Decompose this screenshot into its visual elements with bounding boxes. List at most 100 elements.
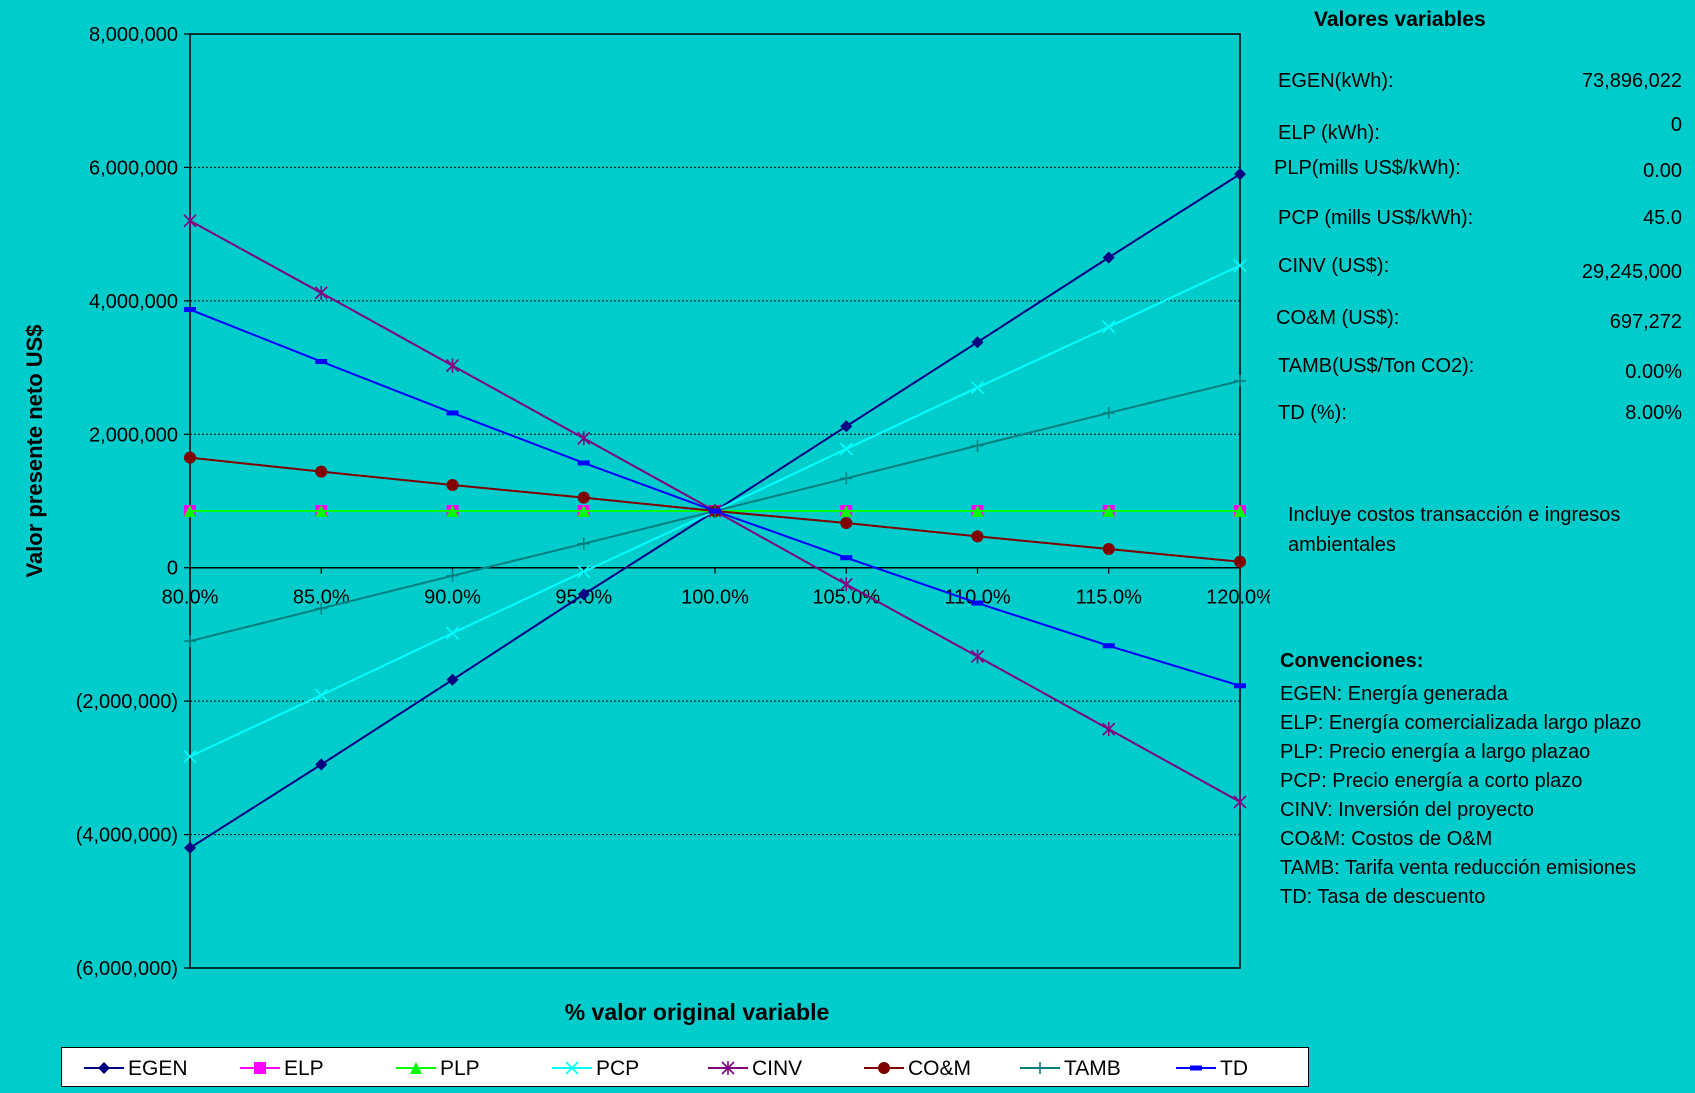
x-tick-label: 120.0% [1206,587,1270,609]
data-point [840,517,853,530]
x-tick-label: 105.0% [812,587,880,609]
legend-entry: TD [1176,1057,1248,1080]
legend-entry: ELP [240,1057,324,1080]
y-tick-label: (4,000,000) [76,825,178,847]
data-point [446,410,459,416]
data-point [1234,555,1246,568]
sensitivity-chart: 8,000,000 6,000,000 4,000,000 2,000,000 0 (2,… [22,24,1270,1025]
data-point [315,359,328,365]
convention-item: EGEN: Energía generada [1280,683,1508,705]
data-point [315,505,328,518]
series-line [189,308,1241,687]
x-tick-label: 110.0% [944,587,1011,609]
variable-label: EGEN(kWh): [1278,70,1394,92]
x-axis: 80.0%85.0%90.0%95.0%100.0%105.0%110.0%11… [162,566,1270,609]
variable-row-td: TD (%): 8.00% [1278,402,1682,428]
data-point [1233,258,1247,273]
data-point [840,555,853,561]
data-point [1234,683,1246,689]
variable-value: 73,896,022 [1581,70,1682,92]
data-point [971,600,984,606]
data-point [577,505,590,518]
y-tick-label: 8,000,000 [89,24,178,46]
data-point [445,626,460,640]
data-point [1102,722,1116,737]
data-point [577,431,591,446]
data-point [184,635,196,648]
convention-item: TD: Tasa de descuento [1280,886,1486,908]
data-point [577,565,591,579]
variable-value: 0 [1670,114,1682,136]
conventions-title: Convenciones: [1280,650,1424,672]
variable-row-pcp: PCP (mills US$/kWh): 45.0 [1278,207,1682,233]
series-lines [183,168,1247,854]
data-point [183,749,197,764]
data-point [314,285,328,300]
convention-item: PCP: Precio energía a corto plazo [1280,770,1583,792]
data-point [971,530,984,543]
variables-panel: Valores variables EGEN(kWh): 73,896,022 … [1270,0,1695,1073]
variable-label: CO&M (US$): [1276,307,1400,329]
data-point [971,505,984,518]
legend-label: CO&M [908,1057,971,1080]
y-tick-label: (6,000,000) [76,958,178,980]
data-point [315,758,328,771]
data-point [840,472,853,485]
x-tick-label: 100.0% [681,587,749,609]
data-point [1102,251,1115,264]
variable-value: 697,272 [1609,311,1682,333]
plot-area [189,33,1241,969]
legend-entry: CO&M [864,1057,971,1080]
y-axis: 8,000,000 6,000,000 4,000,000 2,000,000 0 (2,… [76,24,190,980]
data-point [1233,794,1247,809]
x-tick-label: 90.0% [424,587,481,609]
legend-label: TAMB [1064,1057,1121,1080]
convention-item: CO&M: Costos de O&M [1280,828,1493,850]
convention-item: CINV: Inversión del proyecto [1280,799,1534,821]
data-point [98,1062,110,1074]
conventions-list: EGEN: Energía generada ELP: Energía come… [1280,680,1695,912]
convention-item: TAMB: Tarifa venta reducción emisiones [1280,857,1637,879]
variable-value: 29,245,000 [1581,261,1682,283]
data-point [315,602,328,615]
variable-row-com: CO&M (US$): 697,272 [1276,307,1682,333]
variable-label: TD (%): [1278,402,1347,424]
data-point [446,673,459,686]
variable-value: 0.00% [1625,361,1682,383]
variable-label: CINV (US$): [1278,255,1390,277]
variable-value: 45.0 [1643,207,1682,229]
variable-label: TAMB(US$/Ton CO2): [1278,355,1475,377]
data-point [840,505,853,518]
legend-entry: PCP [552,1057,639,1080]
variable-label: PLP(mills US$/kWh): [1274,157,1461,179]
data-point [183,213,197,228]
legend-entry: CINV [708,1057,802,1080]
data-point [1102,406,1115,419]
data-point [184,841,196,854]
data-point [577,491,590,504]
data-point [1234,168,1246,181]
legend-label: CINV [752,1057,802,1080]
data-point [446,569,459,582]
data-point [184,307,196,313]
data-point [184,505,196,518]
legend-label: TD [1220,1057,1248,1080]
data-point [315,465,328,478]
variable-value: 0.00 [1643,160,1682,182]
data-point [1234,505,1246,518]
data-point [446,478,459,491]
legend-label: PLP [440,1057,480,1080]
data-point [410,1062,422,1074]
legend-entry: PLP [396,1057,480,1080]
data-point [254,1062,266,1074]
y-tick-label: 6,000,000 [89,157,178,179]
gridlines [190,166,1240,836]
legend: EGEN ELP PLP PCP CINV CO&M TAMB TD [61,1047,1309,1087]
note-text: Incluye costos transacción e ingresos am… [1288,504,1621,556]
data-point [1234,374,1246,387]
data-point [1102,505,1115,518]
panel-title: Valores variables [1314,8,1486,31]
variable-row-tamb: TAMB(US$/Ton CO2): 0.00% [1278,355,1682,383]
x-tick-label: 80.0% [162,587,219,609]
data-point [971,336,984,349]
